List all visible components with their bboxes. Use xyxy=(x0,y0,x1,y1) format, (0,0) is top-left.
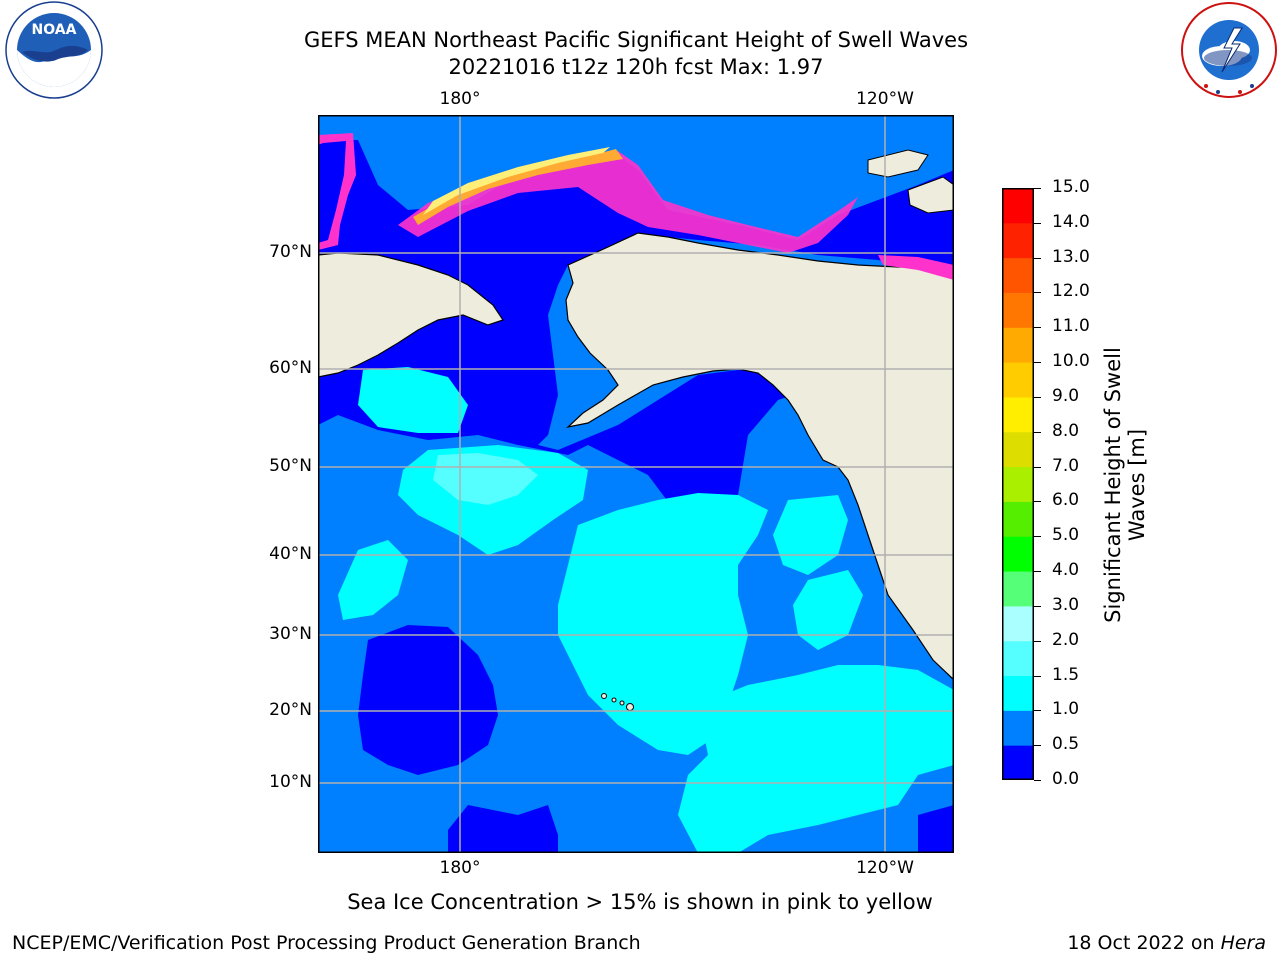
lon-label-bottom-120w: 120°W xyxy=(856,858,914,878)
lat-label-10n: 10°N xyxy=(269,772,312,792)
land-north-america xyxy=(565,232,955,682)
swell-field-1.0-1.5-a xyxy=(358,367,468,433)
colorbar-tick-mark xyxy=(1034,362,1041,364)
swell-height-map xyxy=(317,115,955,853)
colorbar-segment xyxy=(1002,292,1034,328)
colorbar-tick-label: 6.0 xyxy=(1052,490,1080,511)
colorbar xyxy=(1002,188,1034,781)
colorbar-segment xyxy=(1002,605,1034,642)
colorbar-tick-label: 12.0 xyxy=(1052,281,1090,302)
chart-subtitle: 20221016 t12z 120h fcst Max: 1.97 xyxy=(448,55,824,79)
colorbar-segment xyxy=(1002,466,1034,502)
colorbar-tick-label: 4.0 xyxy=(1052,560,1080,581)
colorbar-tick-mark xyxy=(1034,257,1041,259)
colorbar-label-line2: Waves [m] xyxy=(1125,428,1149,542)
colorbar-segment xyxy=(1002,571,1034,607)
colorbar-segment xyxy=(1002,327,1034,363)
colorbar-tick-mark xyxy=(1034,396,1041,398)
colorbar-segment xyxy=(1002,501,1034,537)
lat-label-30n: 30°N xyxy=(269,624,312,644)
nws-logo xyxy=(1178,0,1280,100)
lat-label-40n: 40°N xyxy=(269,544,312,564)
footer-date-text: 18 Oct 2022 on xyxy=(1067,932,1221,954)
colorbar-tick-mark xyxy=(1034,501,1041,503)
map-frame xyxy=(318,115,954,853)
colorbar-tick-label: 8.0 xyxy=(1052,420,1080,441)
colorbar-tick-label: 13.0 xyxy=(1052,246,1090,267)
lon-label-bottom-180: 180° xyxy=(439,858,481,878)
colorbar-segment xyxy=(1002,536,1034,572)
colorbar-tick-mark xyxy=(1034,188,1041,189)
map-gridlines xyxy=(318,115,954,853)
colorbar-tick-label: 11.0 xyxy=(1052,316,1090,337)
colorbar-segment xyxy=(1002,745,1034,781)
colorbar-tick-mark xyxy=(1034,327,1041,329)
colorbar-segment xyxy=(1002,640,1034,677)
colorbar-tick-mark xyxy=(1034,431,1041,433)
colorbar-segment xyxy=(1002,396,1034,433)
colorbar-segment xyxy=(1002,675,1034,711)
noaa-logo: NOAA xyxy=(0,0,104,104)
noaa-logo-text: NOAA xyxy=(32,22,77,38)
colorbar-tick-mark xyxy=(1034,780,1041,781)
colorbar-label: Significant Height of Swell Waves [m] xyxy=(1101,275,1149,695)
sea-ice-arctic-orange xyxy=(413,149,623,225)
colorbar-tick-label: 14.0 xyxy=(1052,211,1090,232)
colorbar-segment xyxy=(1002,257,1034,293)
colorbar-segment xyxy=(1002,710,1034,746)
colorbar-tick-label: 10.0 xyxy=(1052,351,1090,372)
colorbar-tick-label: 0.5 xyxy=(1052,734,1080,755)
colorbar-tick-label: 0.0 xyxy=(1052,769,1080,789)
lat-label-20n: 20°N xyxy=(269,700,312,720)
colorbar-segment xyxy=(1002,431,1034,468)
colorbar-tick-mark xyxy=(1034,536,1041,538)
colorbar-segment xyxy=(1002,362,1034,398)
colorbar-tick-label: 9.0 xyxy=(1052,385,1080,406)
colorbar-tick-label: 15.0 xyxy=(1052,177,1090,197)
sea-ice-note: Sea Ice Concentration > 15% is shown in … xyxy=(347,890,933,914)
colorbar-tick-mark xyxy=(1034,605,1041,607)
lat-label-50n: 50°N xyxy=(269,456,312,476)
colorbar-tick-label: 5.0 xyxy=(1052,525,1080,546)
colorbar-tick-mark xyxy=(1034,710,1041,712)
colorbar-frame xyxy=(1002,188,1034,780)
colorbar-segment xyxy=(1002,188,1034,224)
colorbar-tick-label: 2.0 xyxy=(1052,629,1080,650)
colorbar-tick-mark xyxy=(1034,675,1041,677)
colorbar-segment xyxy=(1002,222,1034,259)
swell-field-0-0.5-north xyxy=(318,140,954,535)
chart-title: GEFS MEAN Northeast Pacific Significant … xyxy=(303,28,969,52)
colorbar-tick-label: 3.0 xyxy=(1052,594,1080,615)
colorbar-tick-label: 1.5 xyxy=(1052,664,1080,685)
colorbar-tick-mark xyxy=(1034,571,1041,573)
swell-field-1.0-1.5-c xyxy=(558,493,768,755)
lon-label-top-180: 180° xyxy=(439,89,481,109)
colorbar-tick-mark xyxy=(1034,292,1041,294)
colorbar-tick-mark xyxy=(1034,222,1041,224)
lat-label-60n: 60°N xyxy=(269,358,312,378)
footer-host: Hera xyxy=(1220,932,1266,954)
colorbar-tick-mark xyxy=(1034,466,1041,468)
swell-field-0-0.5-southwest xyxy=(358,625,498,775)
lat-label-70n: 70°N xyxy=(269,242,312,262)
lon-label-top-120w: 120°W xyxy=(856,89,914,109)
footer-date: 18 Oct 2022 on Hera xyxy=(1067,932,1266,954)
land-siberia xyxy=(317,252,504,378)
colorbar-tick-mark xyxy=(1034,745,1041,747)
footer-credit: NCEP/EMC/Verification Post Processing Pr… xyxy=(12,932,641,954)
colorbar-tick-label: 1.0 xyxy=(1052,699,1080,720)
colorbar-tick-mark xyxy=(1034,640,1041,642)
colorbar-label-line1: Significant Height of Swell xyxy=(1101,347,1125,623)
land-hawaii xyxy=(601,693,634,711)
colorbar-tick-label: 7.0 xyxy=(1052,455,1080,476)
